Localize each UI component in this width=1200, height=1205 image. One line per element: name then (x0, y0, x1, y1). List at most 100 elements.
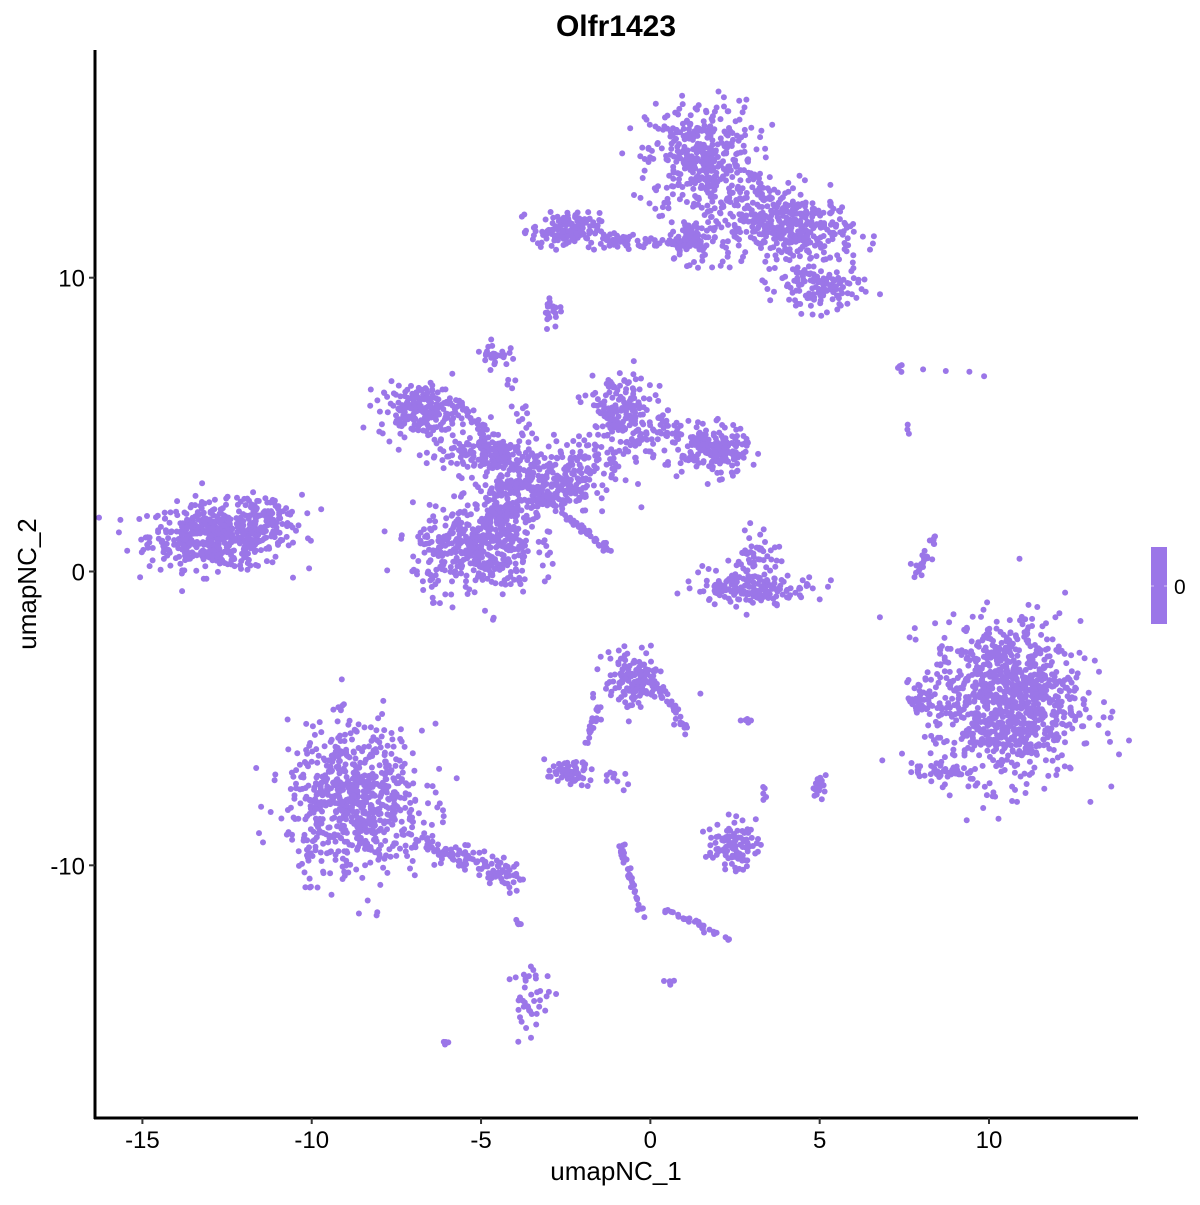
data-point (632, 409, 638, 416)
data-point (677, 155, 684, 162)
data-point (598, 444, 605, 450)
data-point (616, 235, 623, 242)
data-point (516, 465, 523, 472)
data-point (629, 418, 636, 425)
data-point (675, 446, 682, 453)
data-point (654, 140, 661, 146)
data-point (950, 611, 957, 618)
data-point (483, 426, 490, 433)
data-point (714, 443, 720, 450)
data-point (809, 200, 816, 207)
data-point (602, 392, 609, 399)
data-point (489, 351, 496, 358)
data-point (417, 529, 424, 536)
data-point (714, 154, 721, 160)
data-point (661, 447, 668, 454)
data-point (1031, 685, 1038, 692)
data-point (687, 434, 694, 441)
data-point (218, 510, 224, 517)
data-point (796, 269, 803, 276)
data-point (932, 684, 939, 691)
data-point (703, 242, 710, 249)
data-point (530, 232, 537, 239)
data-point (266, 509, 273, 516)
data-point (702, 144, 709, 151)
data-point (586, 431, 593, 438)
data-point (700, 118, 707, 125)
data-point (1004, 668, 1011, 675)
data-point (669, 132, 676, 139)
data-point (1041, 656, 1048, 663)
data-point (652, 205, 659, 212)
data-point (463, 572, 470, 579)
data-point (698, 175, 704, 182)
data-point (732, 118, 739, 125)
data-point (590, 468, 597, 475)
data-point (162, 527, 169, 534)
data-point (545, 443, 552, 450)
data-point (434, 389, 441, 396)
data-point (738, 590, 745, 597)
data-point (376, 428, 383, 435)
data-point (466, 548, 472, 555)
data-point (305, 535, 311, 542)
data-point (803, 208, 810, 215)
data-point (599, 508, 606, 515)
data-point (1016, 555, 1023, 562)
data-point (677, 171, 684, 178)
data-point (448, 459, 455, 466)
data-point (560, 501, 566, 508)
data-point (396, 405, 403, 412)
data-point (690, 203, 697, 210)
data-point (799, 273, 806, 280)
data-point (645, 144, 652, 151)
data-point (506, 349, 513, 356)
data-point (586, 476, 593, 483)
data-point (521, 229, 528, 236)
data-point (144, 513, 150, 519)
data-point (646, 382, 653, 389)
data-point (899, 750, 905, 757)
data-point (778, 577, 785, 583)
data-point (762, 258, 769, 265)
data-point (795, 219, 802, 226)
data-point (601, 540, 608, 547)
data-point (787, 284, 794, 291)
data-point (215, 525, 222, 532)
data-point (491, 445, 497, 452)
data-point (670, 163, 677, 170)
data-point (192, 513, 199, 520)
data-point (409, 499, 416, 506)
data-point (423, 449, 430, 456)
data-point (741, 104, 748, 111)
data-point (844, 235, 851, 242)
data-point (1049, 671, 1055, 678)
data-point (205, 541, 212, 548)
data-point (419, 578, 426, 585)
data-point (810, 233, 817, 240)
data-point (138, 549, 145, 556)
data-point (167, 562, 174, 569)
data-point (209, 525, 216, 531)
data-point (188, 520, 195, 527)
data-point (638, 375, 644, 382)
data-point (699, 441, 706, 448)
data-point (998, 671, 1004, 678)
data-point (1038, 631, 1045, 638)
data-point (1095, 722, 1102, 728)
data-point (794, 300, 801, 307)
data-point (740, 253, 746, 260)
data-point (201, 521, 208, 528)
data-point (817, 240, 824, 247)
data-point (802, 214, 809, 221)
data-point (711, 187, 718, 193)
data-point (679, 92, 686, 99)
data-point (938, 711, 945, 718)
data-point (499, 591, 506, 598)
data-point (564, 442, 570, 448)
data-point (728, 449, 735, 456)
data-point (733, 197, 740, 203)
data-point (660, 425, 667, 431)
data-point (378, 421, 385, 428)
data-point (559, 477, 566, 484)
